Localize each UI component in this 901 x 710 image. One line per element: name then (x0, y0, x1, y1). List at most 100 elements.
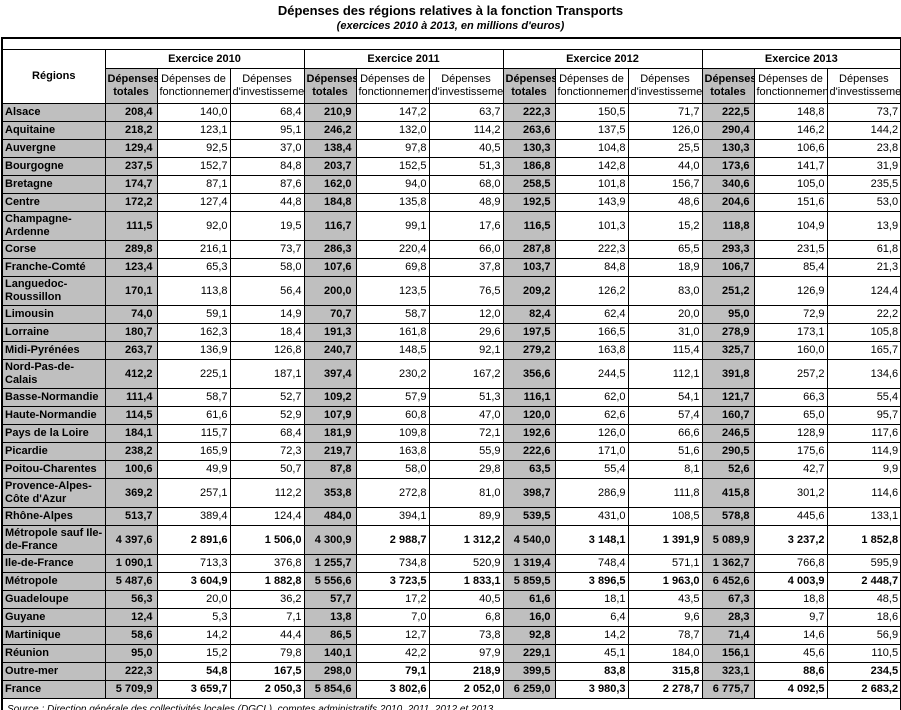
value-fonctionnement: 113,8 (156, 276, 231, 306)
col-header-fonctionnement: Dépenses de fonctionnement (156, 68, 231, 104)
table-row: France 5 709,9 3 659,7 2 050,3 5 854,6 3 802,… (1, 680, 901, 699)
value-fonctionnement: 61,6 (156, 406, 231, 425)
value-investissement: 63,7 (428, 103, 504, 122)
value-total: 287,8 (502, 240, 556, 259)
value-total: 222,6 (502, 442, 556, 461)
col-header-line: Dépenses de (360, 73, 425, 85)
value-total: 67,3 (701, 590, 755, 609)
value-fonctionnement: 18,1 (554, 590, 629, 609)
value-investissement: 61,8 (826, 240, 901, 259)
value-total: 222,3 (104, 662, 158, 681)
value-investissement: 167,5 (229, 662, 305, 681)
value-fonctionnement: 431,0 (554, 507, 629, 526)
value-fonctionnement: 175,6 (753, 442, 828, 461)
region-name: Rhône-Alpes (1, 507, 106, 526)
value-total: 258,5 (502, 175, 556, 194)
value-fonctionnement: 244,5 (554, 359, 629, 389)
table-body: Alsace 208,4 140,0 68,4 210,9 147,2 63,7 222,3 1… (1, 103, 901, 699)
value-fonctionnement: 3 980,3 (554, 680, 629, 699)
value-fonctionnement: 3 802,6 (355, 680, 430, 699)
value-total: 95,0 (104, 644, 158, 663)
value-fonctionnement: 445,6 (753, 507, 828, 526)
value-investissement: 18,4 (229, 323, 305, 342)
value-total: 323,1 (701, 662, 755, 681)
value-investissement: 83,0 (627, 276, 703, 306)
value-fonctionnement: 222,3 (554, 240, 629, 259)
table-row: Corse 289,8 216,1 73,7 286,3 220,4 66,0 287,8 22… (1, 240, 901, 259)
value-fonctionnement: 766,8 (753, 554, 828, 573)
value-investissement: 76,5 (428, 276, 504, 306)
value-investissement: 65,5 (627, 240, 703, 259)
value-total: 356,6 (502, 359, 556, 389)
value-total: 114,5 (104, 406, 158, 425)
value-fonctionnement: 126,9 (753, 276, 828, 306)
value-investissement: 44,4 (229, 626, 305, 645)
value-total: 111,5 (104, 211, 158, 241)
value-total: 204,6 (701, 193, 755, 212)
col-header-line: d'investissement (829, 86, 901, 98)
region-name: France (1, 680, 106, 699)
value-fonctionnement: 5,3 (156, 608, 231, 627)
value-investissement: 57,4 (627, 406, 703, 425)
region-name: Poitou-Charentes (1, 460, 106, 479)
table-row: Haute-Normandie 114,5 61,6 52,9 107,9 60,8 47,… (1, 406, 901, 425)
col-header-line: totales (710, 86, 746, 98)
value-investissement: 2 050,3 (229, 680, 305, 699)
value-fonctionnement: 42,2 (355, 644, 430, 663)
value-total: 170,1 (104, 276, 158, 306)
value-fonctionnement: 54,8 (156, 662, 231, 681)
value-total: 5 859,5 (502, 572, 556, 591)
col-header-fonctionnement: Dépenses de fonctionnement (355, 68, 430, 104)
value-total: 92,8 (502, 626, 556, 645)
value-investissement: 124,4 (229, 507, 305, 526)
value-total: 130,3 (701, 139, 755, 158)
value-fonctionnement: 3 659,7 (156, 680, 231, 699)
value-fonctionnement: 83,8 (554, 662, 629, 681)
value-investissement: 1 833,1 (428, 572, 504, 591)
value-investissement: 218,9 (428, 662, 504, 681)
value-investissement: 84,8 (229, 157, 305, 176)
value-total: 1 362,7 (701, 554, 755, 573)
table-row: Champagne-Ardenne 111,5 92,0 19,5 116,7 99,1 1… (1, 211, 901, 241)
group-header-exercice-2011: Exercice 2011 (303, 49, 504, 69)
region-name: Haute-Normandie (1, 406, 106, 425)
value-total: 6 452,6 (701, 572, 755, 591)
value-fonctionnement: 301,2 (753, 478, 828, 508)
value-fonctionnement: 272,8 (355, 478, 430, 508)
value-investissement: 18,9 (627, 258, 703, 277)
value-total: 28,3 (701, 608, 755, 627)
value-fonctionnement: 65,3 (156, 258, 231, 277)
value-investissement: 126,0 (627, 121, 703, 140)
region-name: Lorraine (1, 323, 106, 342)
value-fonctionnement: 92,0 (156, 211, 231, 241)
value-fonctionnement: 225,1 (156, 359, 231, 389)
col-header-line: totales (113, 86, 149, 98)
value-investissement: 2 052,0 (428, 680, 504, 699)
value-fonctionnement: 2 891,6 (156, 525, 231, 555)
value-fonctionnement: 62,0 (554, 388, 629, 407)
value-fonctionnement: 216,1 (156, 240, 231, 259)
value-investissement: 2 278,7 (627, 680, 703, 699)
page-title: Dépenses des régions relatives à la fonc… (277, 3, 624, 18)
value-total: 293,3 (701, 240, 755, 259)
value-total: 5 089,9 (701, 525, 755, 555)
table-row: Lorraine 180,7 162,3 18,4 191,3 161,8 29,6 197,… (1, 323, 901, 342)
value-investissement: 87,6 (229, 175, 305, 194)
value-total: 578,8 (701, 507, 755, 526)
value-fonctionnement: 58,0 (355, 460, 430, 479)
col-header-line: Dépenses (640, 73, 690, 85)
value-fonctionnement: 14,6 (753, 626, 828, 645)
value-investissement: 1 852,8 (826, 525, 901, 555)
value-total: 4 300,9 (303, 525, 357, 555)
region-name: Guadeloupe (1, 590, 106, 609)
value-fonctionnement: 42,7 (753, 460, 828, 479)
value-investissement: 31,9 (826, 157, 901, 176)
region-name: Picardie (1, 442, 106, 461)
value-total: 237,5 (104, 157, 158, 176)
value-total: 61,6 (502, 590, 556, 609)
value-total: 5 709,9 (104, 680, 158, 699)
value-investissement: 48,6 (627, 193, 703, 212)
value-total: 106,7 (701, 258, 755, 277)
value-fonctionnement: 84,8 (554, 258, 629, 277)
value-investissement: 53,0 (826, 193, 901, 212)
